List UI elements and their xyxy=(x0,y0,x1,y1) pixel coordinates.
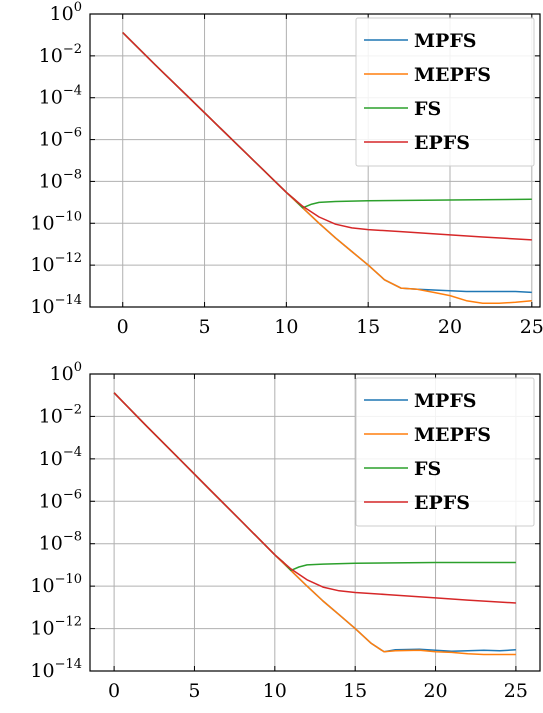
x-tick-label: 0 xyxy=(117,316,129,338)
series-line-epfs xyxy=(122,31,532,241)
x-tick-label: 20 xyxy=(423,680,447,702)
x-tick-label: 5 xyxy=(188,680,200,702)
plot-frame xyxy=(89,13,541,308)
legend-label-mpfs: MPFS xyxy=(414,30,477,52)
y-tick-label: 10−2 xyxy=(39,42,82,67)
y-tick-label: 10−14 xyxy=(30,293,82,318)
x-tick-label: 25 xyxy=(520,316,543,338)
legend-label-epfs: EPFS xyxy=(414,492,470,514)
x-tick-label: 15 xyxy=(356,316,380,338)
y-tick-label: 10−4 xyxy=(39,84,82,109)
y-tick-label: 10−6 xyxy=(39,126,82,151)
y-tick-label: 10−4 xyxy=(39,445,82,470)
legend-label-fs: FS xyxy=(414,458,441,480)
legend-label-epfs: EPFS xyxy=(414,132,470,154)
x-tick-label: 5 xyxy=(198,316,210,338)
legend-label-mepfs: MEPFS xyxy=(414,424,491,446)
x-tick-label: 0 xyxy=(108,680,120,702)
y-tick-label: 10−12 xyxy=(30,251,82,276)
x-tick-label: 10 xyxy=(274,316,298,338)
y-tick-label: 10−12 xyxy=(30,615,82,640)
legend-label-fs: FS xyxy=(414,98,441,120)
y-tick-label: 10−8 xyxy=(39,530,82,555)
x-tick-label: 25 xyxy=(504,680,528,702)
y-tick-label: 10−10 xyxy=(30,209,82,234)
y-tick-label: 10−8 xyxy=(39,167,82,192)
y-tick-label: 10−10 xyxy=(30,572,82,597)
y-tick-label: 100 xyxy=(50,360,82,385)
x-tick-label: 15 xyxy=(343,680,367,702)
x-tick-label: 10 xyxy=(263,680,287,702)
y-tick-label: 10−6 xyxy=(39,487,82,512)
legend-label-mpfs: MPFS xyxy=(414,390,477,412)
chart-top: 0 5 10 15 20 25 100 10−2 10−4 10−6 10−8 10−10 10−12 1… xyxy=(30,0,543,338)
legend-box xyxy=(355,17,535,167)
legend-box xyxy=(355,377,535,527)
plot-frame xyxy=(89,373,541,672)
y-tick-label: 10−14 xyxy=(30,657,82,682)
y-tick-label: 10−2 xyxy=(39,402,82,427)
y-tick-label: 100 xyxy=(50,0,82,25)
chart-bottom: 0 5 10 15 20 25 100 10−2 10−4 10−6 10−8 10−10 10−12 1… xyxy=(30,360,541,702)
legend-label-mepfs: MEPFS xyxy=(414,64,491,86)
series-line-epfs xyxy=(113,392,516,604)
x-tick-label: 20 xyxy=(438,316,462,338)
